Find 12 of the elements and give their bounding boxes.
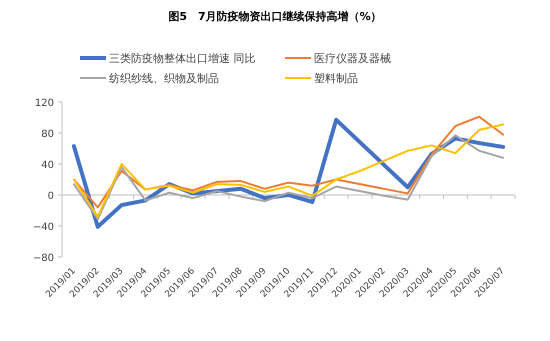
legend-label: 三类防疫物整体出口增速 同比 [109,52,256,65]
y-tick-label: 80 [41,129,54,140]
y-tick-label: 40 [41,160,54,171]
legend-label: 纺织纱线、织物及制品 [109,72,219,85]
chart-title: 图5 7月防疫物资出口继续保持高增（%） [168,10,382,23]
legend-label: 塑料制品 [314,72,358,85]
y-tick-label: 0 [48,191,54,202]
y-tick-label: 120 [34,98,54,109]
y-tick-label: −40 [32,222,54,233]
line-series [72,116,504,208]
y-tick-label: −80 [32,253,54,264]
legend-label: 医疗仪器及器械 [314,52,391,65]
